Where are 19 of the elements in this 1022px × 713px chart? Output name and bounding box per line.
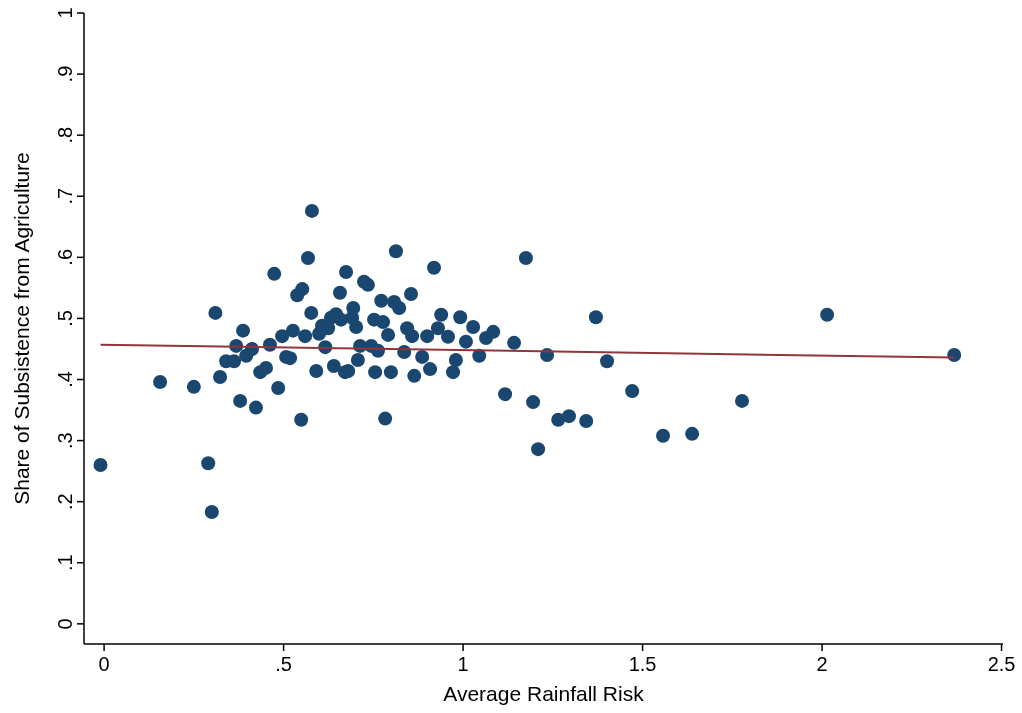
y-tick-label: .1	[54, 554, 76, 572]
y-tick-label: .3	[54, 432, 76, 449]
x-axis-title: Average Rainfall Risk	[443, 682, 645, 705]
y-tick-label: .4	[54, 371, 76, 388]
y-tick-label: 1	[54, 7, 76, 19]
y-axis-title: Share of Subsistence from Agriculture	[10, 152, 33, 505]
y-tick-label: .2	[54, 493, 76, 511]
y-tick-label: .6	[54, 248, 76, 266]
x-tick-label: .5	[275, 653, 292, 675]
y-tick-label: .8	[54, 126, 76, 144]
x-tick-label: 0	[98, 653, 110, 675]
y-tick-label: .5	[54, 310, 76, 327]
x-tick-label: 2	[816, 653, 828, 675]
x-tick-label: 1.5	[628, 653, 657, 675]
x-tick-label: 2.5	[987, 653, 1016, 675]
x-tick-label: 1	[457, 653, 469, 675]
y-tick-label: .7	[54, 187, 76, 205]
y-tick-label: .9	[54, 65, 76, 83]
y-tick-label: 0	[54, 618, 76, 630]
